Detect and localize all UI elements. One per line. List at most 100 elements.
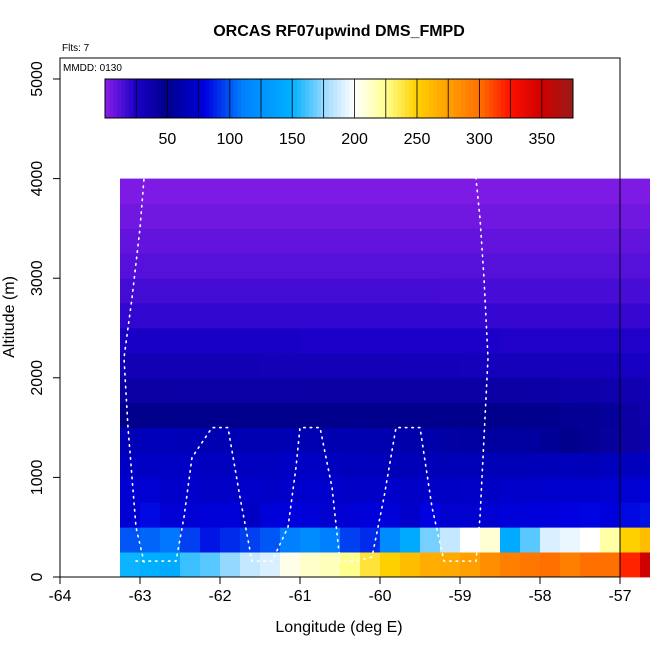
heatmap-cell [240, 278, 261, 304]
heatmap-cell [500, 278, 521, 304]
colorbar-segment [257, 79, 262, 118]
heatmap-cell [280, 178, 301, 204]
heatmap-cell [240, 178, 261, 204]
colorbar-segment [173, 79, 178, 118]
colorbar-segment [541, 79, 546, 118]
heatmap-cell [340, 377, 361, 404]
heatmap-cell [520, 502, 541, 528]
heatmap-cell [280, 352, 301, 379]
heatmap-cell [480, 377, 501, 404]
heatmap-cell [560, 552, 581, 578]
heatmap-cell [220, 328, 241, 354]
x-tick-label: -61 [288, 588, 311, 605]
heatmap-cell [160, 452, 181, 478]
colorbar-segment [517, 79, 522, 118]
heatmap-cell [120, 352, 141, 379]
colorbar-segment [197, 79, 202, 118]
heatmap-cell [440, 452, 461, 478]
heatmap-cell [120, 527, 141, 553]
heatmap-cell [380, 178, 401, 204]
heatmap-cell [180, 203, 201, 229]
colorbar-segment [181, 79, 186, 118]
colorbar-segment [469, 79, 474, 118]
heatmap-cell [500, 427, 521, 453]
colorbar-segment [569, 79, 574, 118]
heatmap-cell [460, 452, 481, 478]
heatmap-cell [600, 303, 621, 329]
colorbar-segment [125, 79, 130, 118]
heatmap-cell [440, 253, 461, 279]
heatmap-cell [120, 552, 141, 578]
colorbar-segment [473, 79, 478, 118]
heatmap-cell [220, 477, 241, 503]
heatmap-cell [540, 477, 561, 503]
heatmap-cell [460, 328, 481, 354]
heatmap-cell [580, 203, 601, 229]
heatmap-cell [560, 228, 581, 254]
heatmap-cell [420, 328, 441, 354]
heatmap-cell [560, 352, 581, 379]
colorbar-segment [453, 79, 458, 118]
heatmap-cell [200, 477, 221, 503]
heatmap-cell [320, 552, 341, 578]
heatmap-cell [380, 427, 401, 453]
heatmap-cell [460, 402, 481, 428]
colorbar-segment [289, 79, 294, 118]
heatmap-cell [520, 552, 541, 578]
heatmap-cell [120, 402, 141, 428]
colorbar-segment [413, 79, 418, 118]
colorbar-segment [505, 79, 510, 118]
heatmap-cell [500, 377, 521, 404]
heatmap-cell [520, 178, 541, 204]
heatmap-cell [600, 427, 621, 453]
colorbar-tick-label: 300 [466, 131, 493, 148]
heatmap-cell [440, 402, 461, 428]
heatmap-cell [500, 178, 521, 204]
heatmap-cell [180, 253, 201, 279]
heatmap-cell [520, 377, 541, 404]
heatmap-cell [620, 278, 641, 304]
heatmap-cell [220, 203, 241, 229]
heatmap-cell [260, 527, 281, 553]
heatmap-cell [340, 477, 361, 503]
colorbar-segment [145, 79, 150, 118]
colorbar-segment [281, 79, 286, 118]
heatmap-cell [140, 328, 161, 354]
heatmap-cell [320, 328, 341, 354]
heatmap-cell [420, 402, 441, 428]
heatmap-cell [180, 402, 201, 428]
heatmap-cell [340, 527, 361, 553]
heatmap-cell [140, 253, 161, 279]
heatmap-cell [200, 253, 221, 279]
date-annotation: MMDD: 0130 [63, 63, 122, 74]
heatmap-cell [480, 502, 501, 528]
heatmap-cell [580, 303, 601, 329]
heatmap-cell [580, 278, 601, 304]
heatmap-cell [540, 452, 561, 478]
colorbar-segment [421, 79, 426, 118]
heatmap-cell [260, 228, 281, 254]
colorbar-segment [309, 79, 314, 118]
heatmap-cell [420, 228, 441, 254]
x-tick-label: -62 [208, 588, 231, 605]
colorbar-segment [241, 79, 246, 118]
heatmap-cell [580, 527, 601, 553]
colorbar-segment [397, 79, 402, 118]
heatmap-cell [460, 303, 481, 329]
heatmap-cell [400, 328, 421, 354]
heatmap-cell [580, 328, 601, 354]
heatmap-cell [440, 552, 461, 578]
heatmap-cell [620, 203, 641, 229]
heatmap-cell [340, 253, 361, 279]
colorbar-segment [553, 79, 558, 118]
heatmap-cell [180, 303, 201, 329]
heatmap-cell [220, 253, 241, 279]
heatmap-cell [640, 427, 650, 453]
heatmap-cell [280, 278, 301, 304]
colorbar-segment [273, 79, 278, 118]
heatmap-cell [580, 178, 601, 204]
heatmap-cell [260, 402, 281, 428]
heatmap-cell [480, 203, 501, 229]
colorbar-segment [393, 79, 398, 118]
colorbar-segment [457, 79, 462, 118]
